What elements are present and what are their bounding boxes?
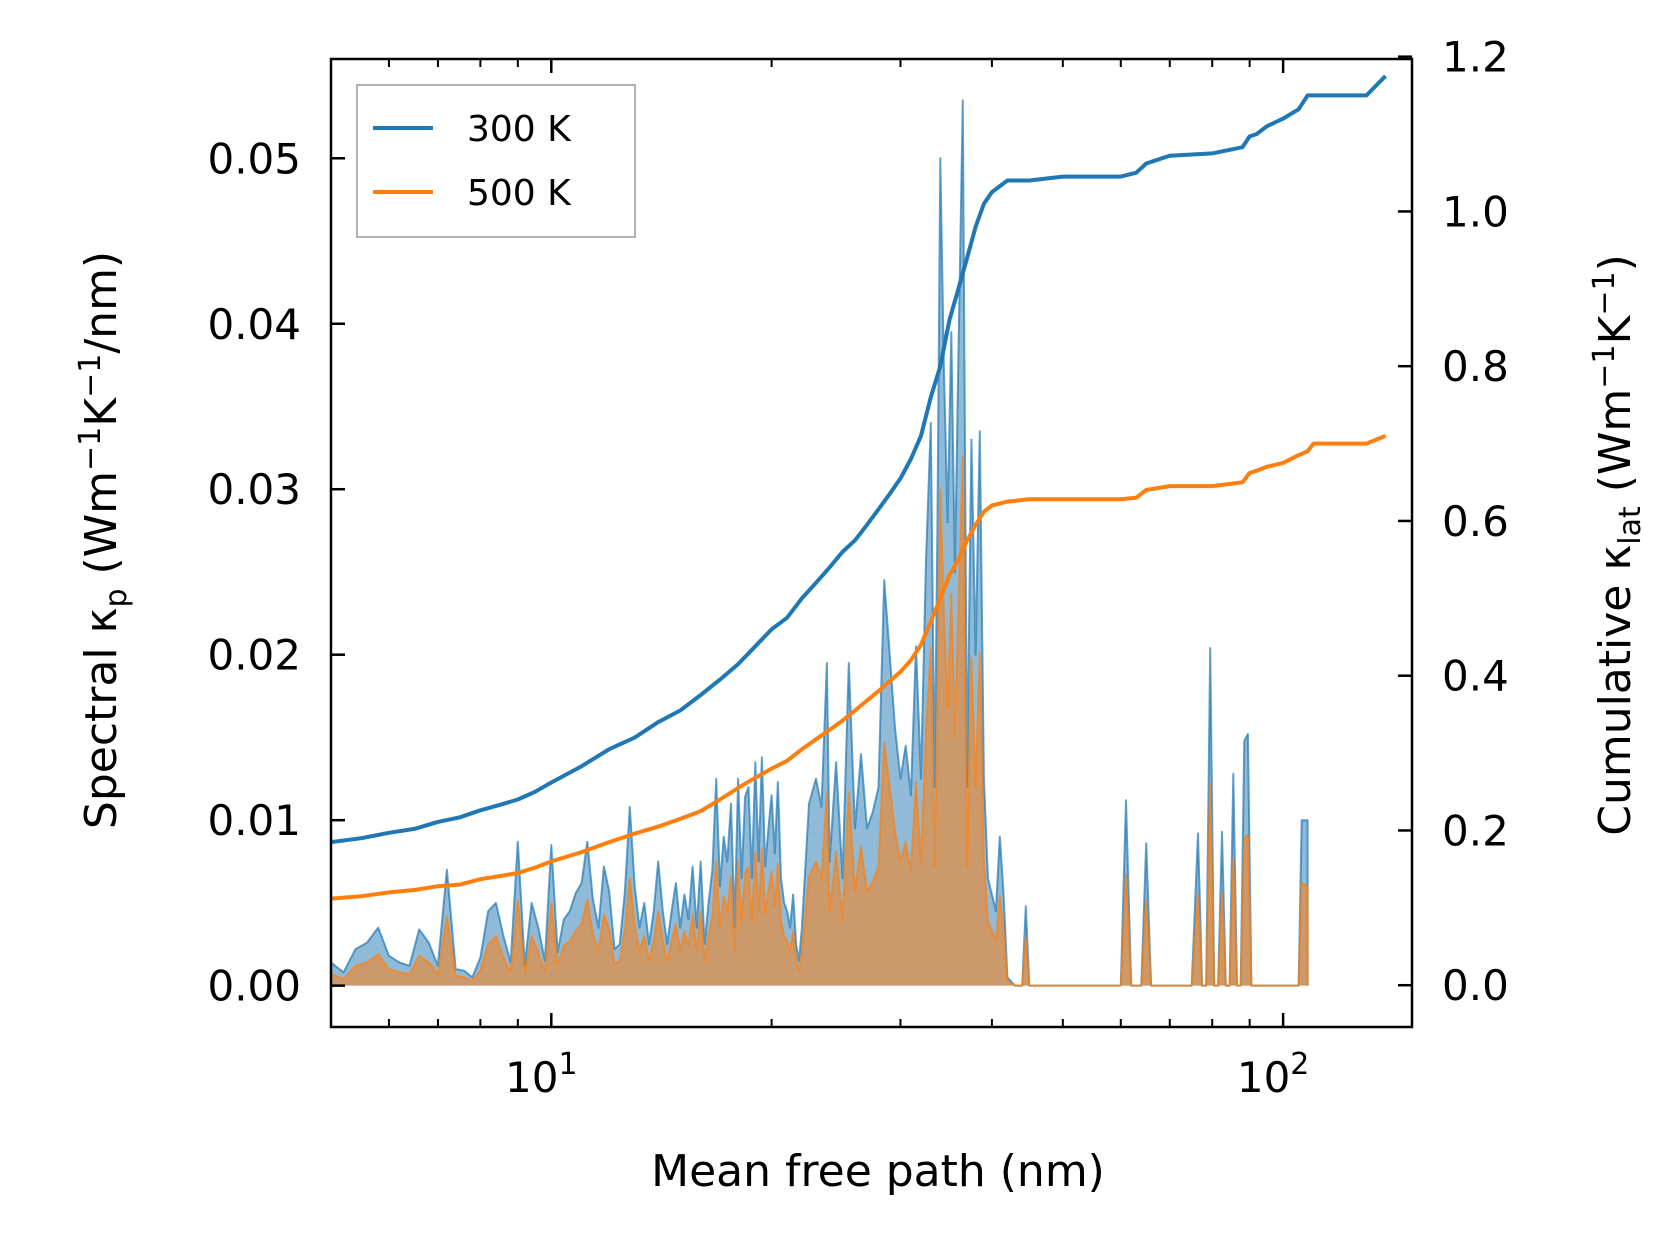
y-left-tick-label-5: 0.05 bbox=[207, 134, 301, 183]
cumulative-line-0 bbox=[330, 74, 1387, 845]
y-right-tick-label-3: 0.6 bbox=[1442, 497, 1509, 546]
legend-frame bbox=[356, 84, 636, 238]
y-axis-left-title: Spectral κp (Wm−1K−1/nm) bbox=[73, 251, 134, 829]
y-right-tick-label-4: 0.8 bbox=[1442, 342, 1509, 391]
y-left-tick-label-4: 0.04 bbox=[207, 300, 301, 349]
y-axis-right-title: Cumulative κlat (Wm−1K−1) bbox=[1587, 254, 1648, 836]
y-right-tick-label-0: 0.0 bbox=[1442, 961, 1509, 1010]
axes: 101 102 0.00 0.01 0.02 0.03 0.04 0.05 0.0 0.2 0.4 0… bbox=[207, 33, 1508, 1102]
x-axis-title: Mean free path (nm) bbox=[651, 1146, 1105, 1197]
legend-label-500k: 500 K bbox=[467, 173, 572, 214]
y-left-tick-label-3: 0.03 bbox=[207, 465, 301, 514]
cumulative-line-1 bbox=[330, 433, 1387, 901]
y-right-tick-label-2: 0.4 bbox=[1442, 652, 1509, 701]
y-left-tick-label-1: 0.01 bbox=[207, 796, 301, 845]
plot-area bbox=[330, 74, 1387, 987]
y-right-tick-label-5: 1.0 bbox=[1442, 187, 1509, 236]
y-left-tick-label-2: 0.02 bbox=[207, 631, 301, 680]
x-tick-label-0: 101 bbox=[505, 1047, 578, 1102]
y-right-tick-label-1: 0.2 bbox=[1442, 806, 1509, 855]
legend: 300 K 500 K bbox=[356, 84, 636, 238]
legend-label-300k: 300 K bbox=[467, 109, 572, 150]
axes-frame bbox=[329, 57, 1414, 1029]
spectral-fill-1 bbox=[331, 456, 1308, 986]
x-tick-label-1: 102 bbox=[1237, 1047, 1310, 1102]
spectral-line-1 bbox=[330, 455, 1309, 987]
y-right-tick-label-6: 1.2 bbox=[1442, 33, 1509, 82]
y-left-tick-label-0: 0.00 bbox=[207, 962, 301, 1011]
